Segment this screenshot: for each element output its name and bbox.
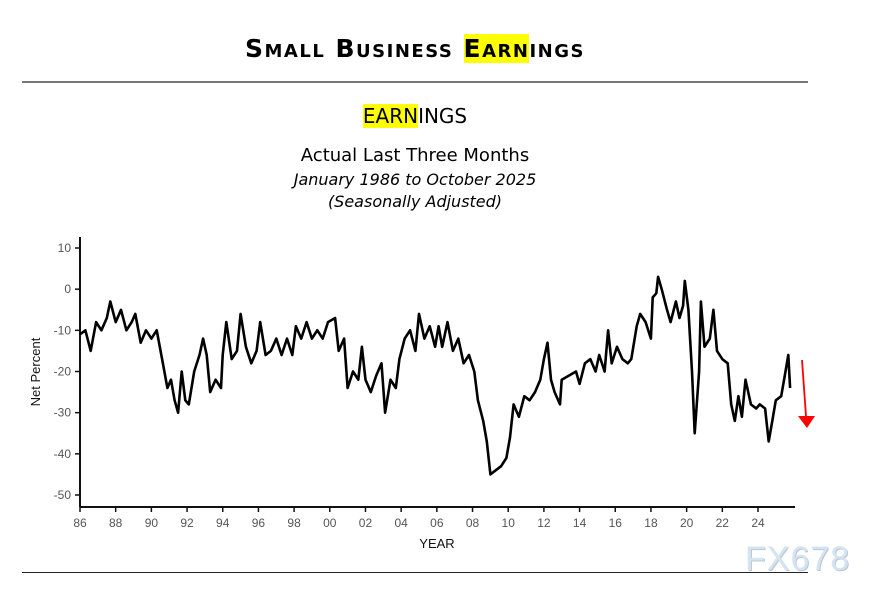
x-tick-label: 10 bbox=[502, 516, 516, 530]
x-tick-label: 18 bbox=[644, 516, 658, 530]
chart-title-highlight: EARN bbox=[362, 104, 419, 128]
y-axis-label: Net Percent bbox=[28, 337, 43, 406]
x-tick-label: 20 bbox=[680, 516, 694, 530]
x-tick-label: 00 bbox=[323, 516, 337, 530]
adjustment-note: (Seasonally Adjusted) bbox=[327, 192, 503, 211]
x-tick-label: 08 bbox=[466, 516, 480, 530]
x-tick-label: 22 bbox=[716, 516, 730, 530]
x-tick-label: 06 bbox=[430, 516, 444, 530]
chart-title-rest: INGS bbox=[418, 104, 468, 128]
y-tick-label: -40 bbox=[54, 447, 72, 461]
y-tick-label: 10 bbox=[58, 241, 72, 255]
earnings-line bbox=[79, 275, 792, 476]
y-tick-label: -20 bbox=[54, 365, 72, 379]
x-tick-label: 02 bbox=[359, 516, 373, 530]
x-tick-label: 86 bbox=[73, 516, 87, 530]
y-tick-label: -50 bbox=[54, 488, 72, 502]
main-title: Small Business Earnings bbox=[0, 33, 830, 65]
x-tick-label: 16 bbox=[609, 516, 623, 530]
x-tick-label: 98 bbox=[287, 516, 301, 530]
x-tick-label: 94 bbox=[216, 516, 230, 530]
top-divider bbox=[22, 81, 808, 83]
watermark: FX678 bbox=[745, 540, 851, 578]
x-tick-label: 88 bbox=[109, 516, 123, 530]
y-tick-label: -10 bbox=[54, 323, 72, 337]
down-arrow-head bbox=[798, 416, 815, 428]
down-arrow-shaft bbox=[801, 359, 807, 417]
x-axis-label: YEAR bbox=[419, 536, 454, 551]
x-tick-label: 24 bbox=[751, 516, 765, 530]
x-tick-label: 90 bbox=[145, 516, 159, 530]
y-tick-label: -30 bbox=[54, 406, 72, 420]
x-tick-label: 92 bbox=[180, 516, 194, 530]
x-tick-label: 14 bbox=[573, 516, 587, 530]
chart-title: EARNINGS bbox=[0, 104, 830, 128]
title-highlight: Earn bbox=[463, 34, 530, 63]
bottom-divider bbox=[22, 572, 808, 573]
y-tick-label: 0 bbox=[64, 282, 71, 296]
x-tick-label: 96 bbox=[252, 516, 266, 530]
x-tick-label: 04 bbox=[394, 516, 408, 530]
date-range: January 1986 to October 2025 bbox=[293, 170, 537, 189]
title-text-end: ings bbox=[529, 34, 585, 63]
title-text: Small Business bbox=[245, 34, 464, 63]
x-tick-label: 12 bbox=[537, 516, 551, 530]
chart-subtitle: Actual Last Three Months bbox=[300, 145, 530, 166]
